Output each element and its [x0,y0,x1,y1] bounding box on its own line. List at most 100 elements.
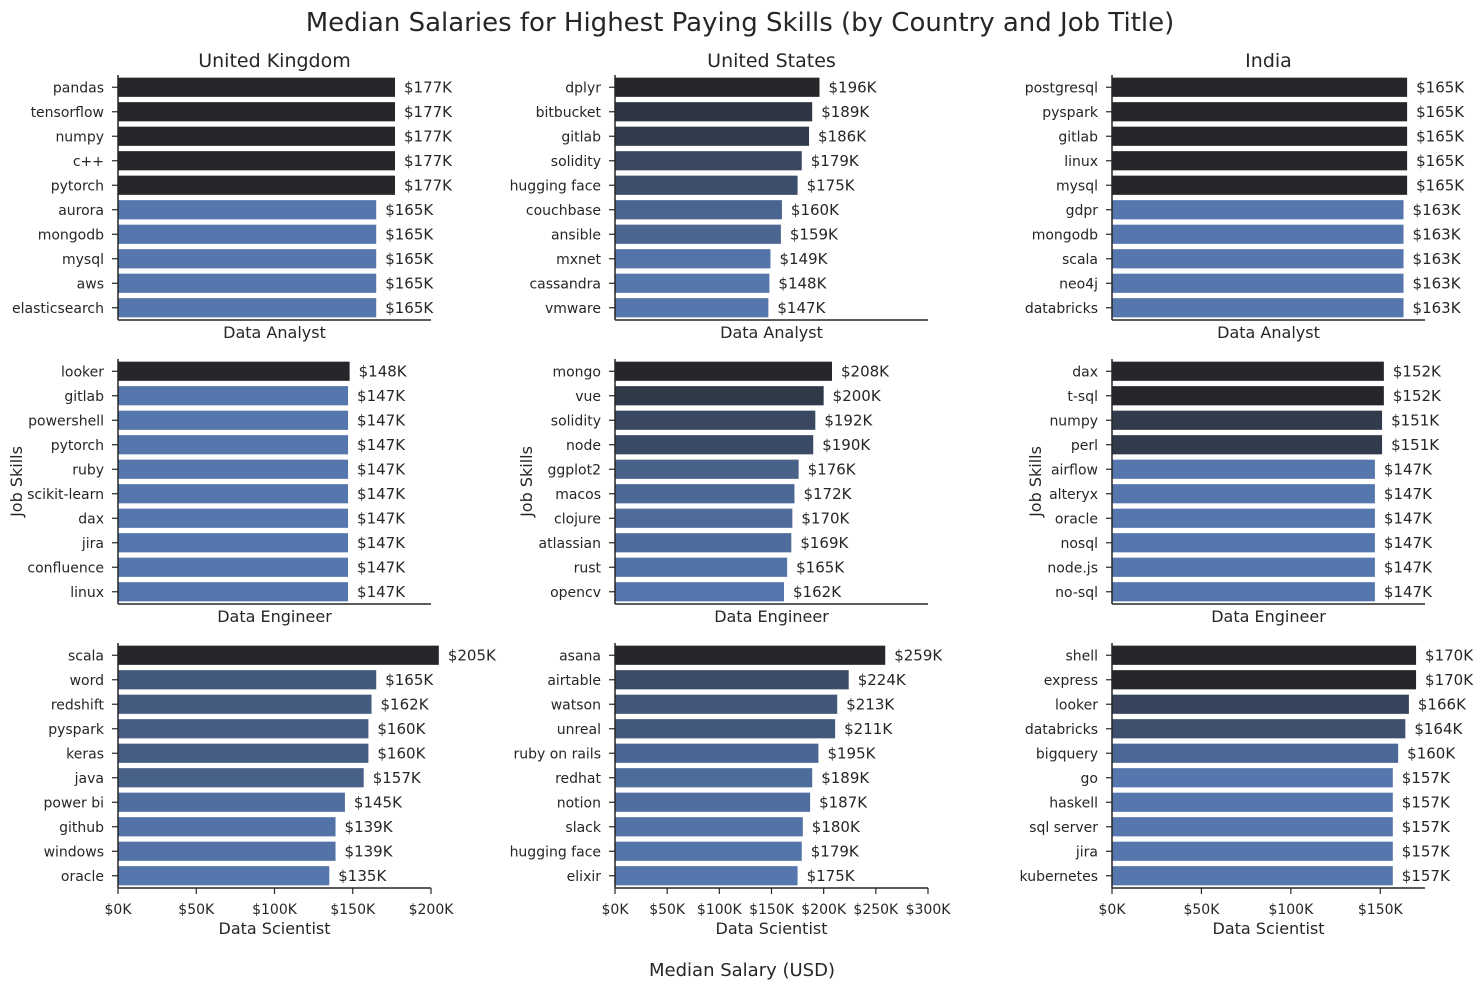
bar [1112,557,1375,577]
bar-value-label: $162K [381,695,430,713]
bar-value-label: $147K [1384,460,1433,478]
x-tick-label: $100K [252,902,298,918]
bar [118,670,377,690]
bar [1112,484,1375,504]
x-tick-label: $150K [749,902,795,918]
bar-value-label: $147K [1384,558,1433,576]
category-tick-label: pyspark [48,722,105,738]
bar-value-label: $147K [1384,485,1433,503]
bar [615,841,802,861]
bar-value-label: $259K [894,646,943,664]
x-tick-label: $0K [1099,902,1127,918]
bar [1112,77,1408,97]
category-tick-label: alteryx [1049,487,1098,503]
bar-value-label: $135K [338,867,387,885]
bar-value-label: $180K [812,818,861,836]
category-tick-label: opencv [550,585,601,601]
bar-value-label: $170K [1425,646,1474,664]
bar [615,817,803,837]
bar-value-label: $186K [818,127,867,145]
bar [118,743,369,763]
bar-value-label: $208K [841,362,890,380]
bar [615,77,820,97]
bar-value-label: $151K [1391,436,1440,454]
bar-value-label: $157K [1402,867,1451,885]
subplot: $259K asana $224K airtable $213K watson $211K u… [510,643,951,938]
category-tick-label: t-sql [1067,389,1098,405]
category-tick-label: c++ [73,154,104,170]
bar [118,484,349,504]
bar [118,386,349,406]
category-tick-label: linux [70,585,104,601]
bar [615,298,769,318]
category-tick-label: scala [68,648,104,664]
bar-value-label: $176K [808,460,857,478]
category-tick-label: redhat [555,771,601,787]
bar-value-label: $211K [844,720,893,738]
bar [615,768,813,788]
category-tick-label: github [59,820,104,836]
bar-value-label: $157K [373,769,422,787]
bar-value-label: $177K [404,152,453,170]
category-tick-label: rust [574,560,602,576]
bar [615,386,824,406]
bar-value-label: $213K [846,695,895,713]
bar [118,694,372,714]
bar-value-label: $162K [793,583,842,601]
category-tick-label: hugging face [510,844,601,860]
bar [615,224,781,244]
bar [1112,126,1408,146]
bar-value-label: $175K [807,867,856,885]
category-tick-label: nosql [1060,536,1098,552]
bar-value-label: $205K [448,646,497,664]
x-tick-label: $50K [178,902,215,918]
bar [118,410,349,430]
subplot-x-label: Data Scientist [1213,919,1325,938]
bar-value-label: $165K [1416,127,1465,145]
category-tick-label: no-sql [1055,585,1098,601]
bar [118,508,349,528]
bar-value-label: $179K [811,152,860,170]
category-tick-label: looker [61,364,104,380]
category-tick-label: linux [1064,154,1098,170]
x-tick-label: $50K [1183,902,1220,918]
category-tick-label: tensorflow [31,105,104,121]
bar-value-label: $160K [791,201,840,219]
bar-value-label: $200K [833,387,882,405]
category-tick-label: oracle [1055,511,1098,527]
category-tick-label: go [1081,771,1098,787]
category-tick-label: databricks [1025,301,1098,317]
bar-value-label: $157K [1402,818,1451,836]
bar-value-label: $157K [1402,842,1451,860]
category-tick-label: pytorch [51,178,104,194]
category-tick-label: numpy [55,129,104,145]
bar [1112,866,1393,886]
bar-value-label: $165K [1416,176,1465,194]
bar-value-label: $224K [858,671,907,689]
bar-value-label: $196K [828,78,877,96]
bar-value-label: $163K [1413,225,1462,243]
subplot: $205K scala $165K word $162K redshift $160K pys… [44,643,497,938]
bar [615,175,798,195]
bar [615,200,782,220]
bar [615,792,811,812]
bar [1112,670,1417,690]
category-tick-label: node.js [1047,560,1098,576]
x-tick-label: $100K [1268,902,1314,918]
bar [118,582,349,602]
subplot: $170K shell $170K express $166K looker $164K da… [1020,643,1474,938]
bar [118,435,349,455]
bar-value-label: $177K [404,127,453,145]
bar [615,102,813,122]
bar-value-label: $189K [821,103,870,121]
bar [118,77,396,97]
category-tick-label: sql server [1029,820,1098,836]
bar-value-label: $163K [1413,274,1462,292]
category-tick-label: powershell [28,413,104,429]
bar-value-label: $195K [827,744,876,762]
bar [615,866,798,886]
bar [1112,224,1404,244]
category-tick-label: gitlab [64,389,104,405]
bar [118,249,377,269]
